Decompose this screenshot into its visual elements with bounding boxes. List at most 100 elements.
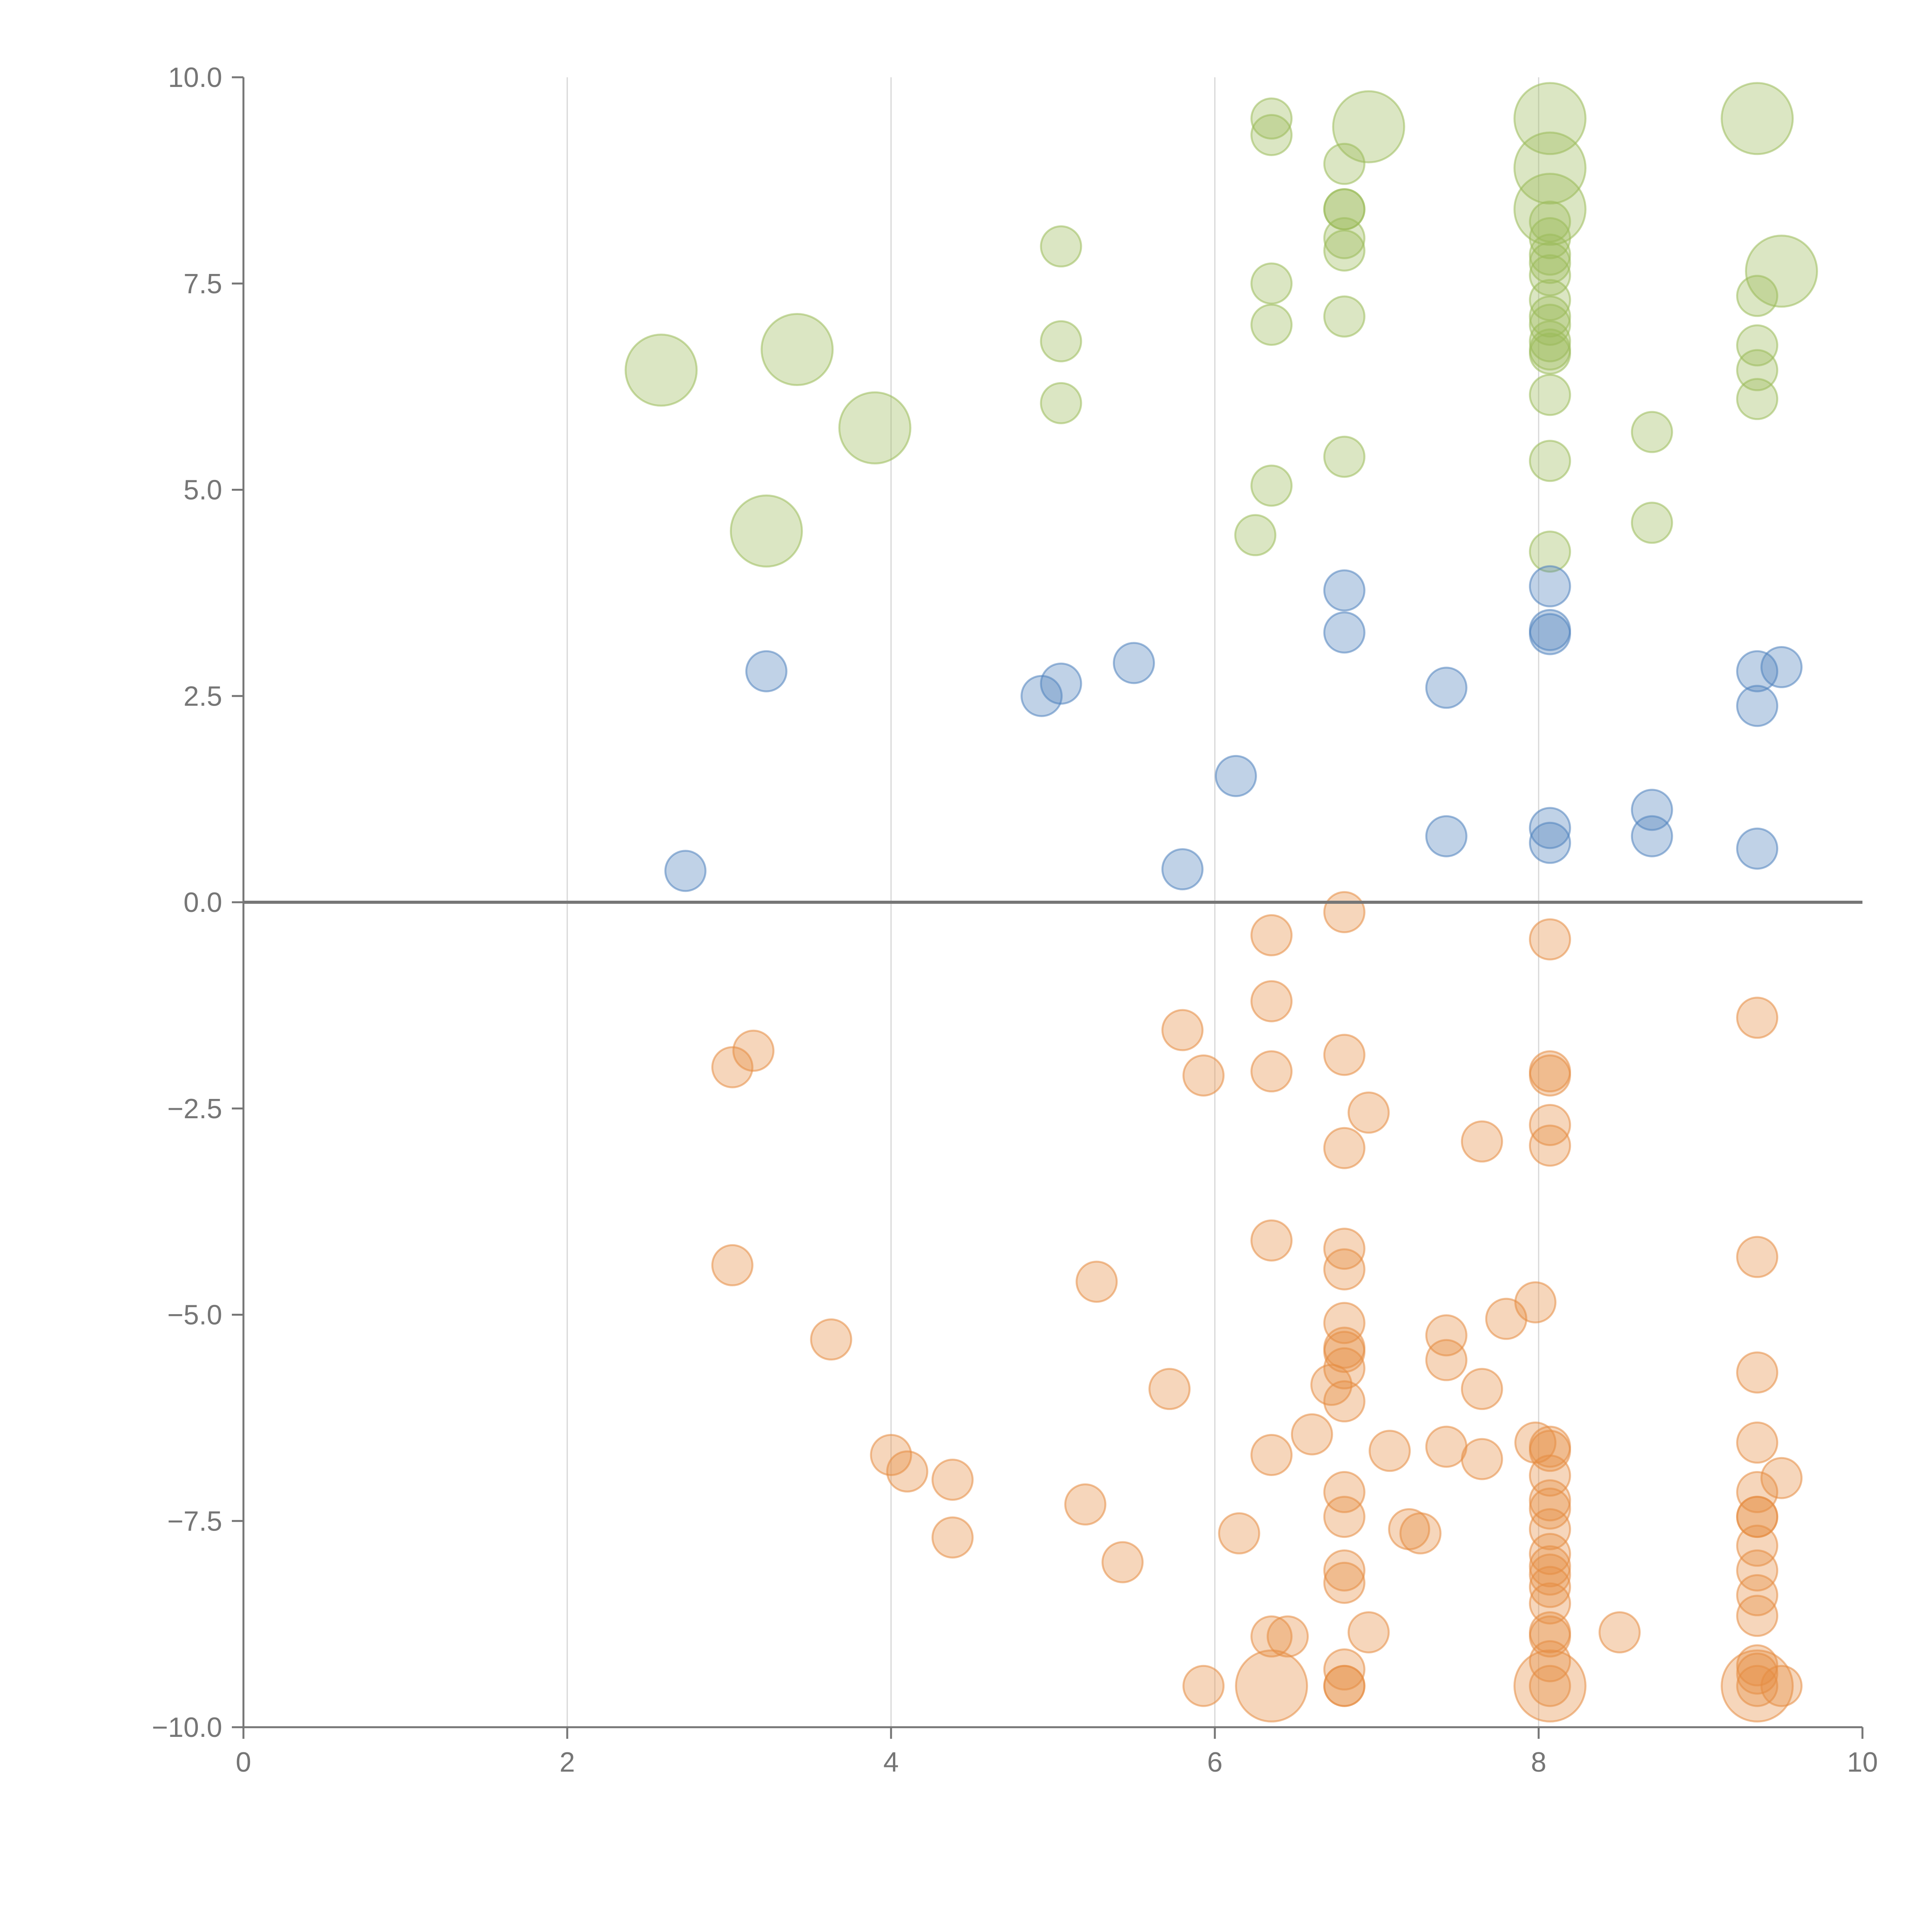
data-point xyxy=(1250,1050,1293,1093)
data-point xyxy=(1323,188,1366,231)
data-point xyxy=(1599,1611,1641,1653)
data-point xyxy=(730,494,803,568)
data-point xyxy=(1721,82,1794,155)
y-tick-label: −7.5 xyxy=(167,1506,222,1537)
data-point xyxy=(886,1450,929,1493)
data-point xyxy=(1250,97,1293,140)
data-point xyxy=(1323,569,1366,612)
x-tick-label: 0 xyxy=(236,1747,251,1778)
data-point xyxy=(1323,891,1366,934)
data-point xyxy=(711,1046,753,1088)
data-point xyxy=(1323,1347,1366,1389)
data-points xyxy=(624,82,1818,1723)
y-tick-label: 7.5 xyxy=(184,269,222,299)
data-point xyxy=(1040,662,1082,705)
y-tick-label: 10.0 xyxy=(168,62,222,93)
data-point xyxy=(1760,1457,1803,1499)
data-point xyxy=(664,850,707,892)
data-point xyxy=(1736,349,1779,391)
data-point xyxy=(711,1244,753,1286)
data-point xyxy=(1040,382,1082,424)
data-point xyxy=(1064,1483,1107,1526)
data-point xyxy=(1323,229,1366,272)
data-point xyxy=(1736,1595,1779,1637)
data-point xyxy=(1323,1648,1366,1691)
data-point xyxy=(1250,114,1293,156)
data-point xyxy=(1323,1127,1366,1169)
data-point xyxy=(1513,131,1587,205)
data-point xyxy=(1234,514,1277,556)
data-point xyxy=(1323,1302,1366,1344)
data-point xyxy=(1529,1582,1571,1625)
data-point xyxy=(1323,1471,1366,1514)
data-point xyxy=(1529,440,1571,482)
data-point xyxy=(1631,815,1673,857)
data-point xyxy=(1736,1421,1779,1464)
data-point xyxy=(1425,815,1468,857)
data-point xyxy=(1529,1553,1571,1596)
data-point xyxy=(1323,217,1366,259)
data-point xyxy=(1736,1549,1779,1592)
tick-labels: 0 2 4 6 8 10 −10.0 −7.5 −5.0 −2.5 0.0 2.5 5.0 7.5 10.0 xyxy=(152,62,1878,1778)
data-point xyxy=(1214,755,1257,797)
data-point xyxy=(1745,235,1818,308)
data-point xyxy=(1760,646,1803,689)
data-point xyxy=(1323,611,1366,654)
data-point xyxy=(838,391,912,464)
data-point xyxy=(1399,1512,1442,1554)
x-tick-label: 4 xyxy=(883,1747,899,1778)
data-point xyxy=(1250,304,1293,346)
x-tick-label: 10 xyxy=(1847,1747,1878,1778)
y-tick-label: 0.0 xyxy=(184,887,222,918)
data-point xyxy=(1631,502,1673,544)
data-point xyxy=(1529,1566,1571,1608)
data-point xyxy=(1736,275,1779,317)
y-tick-label: −2.5 xyxy=(167,1094,222,1124)
data-point xyxy=(1760,1665,1803,1707)
data-point xyxy=(1323,1665,1366,1707)
data-point xyxy=(1461,1438,1503,1480)
data-point xyxy=(1323,143,1366,185)
data-point xyxy=(1529,1054,1571,1097)
data-point xyxy=(1736,378,1779,420)
data-point xyxy=(1267,1615,1309,1658)
data-point xyxy=(1721,1649,1794,1723)
data-point xyxy=(810,1318,852,1361)
y-tick-label: −10.0 xyxy=(152,1712,222,1743)
data-point xyxy=(1529,807,1571,849)
data-point xyxy=(931,1516,974,1559)
data-point xyxy=(1323,1331,1366,1373)
data-point xyxy=(1040,320,1082,362)
data-point xyxy=(1369,1430,1411,1472)
data-point xyxy=(1161,848,1204,891)
data-point xyxy=(1736,827,1779,870)
data-point xyxy=(1250,464,1293,507)
data-point xyxy=(1529,254,1571,296)
data-point xyxy=(1425,667,1468,709)
data-point xyxy=(1182,1054,1225,1097)
axes xyxy=(232,76,1864,1739)
data-point xyxy=(745,650,787,692)
x-tick-label: 2 xyxy=(560,1747,575,1778)
data-point xyxy=(1323,1549,1366,1592)
data-point xyxy=(1529,304,1571,346)
data-point xyxy=(1514,1281,1557,1323)
data-point xyxy=(1736,997,1779,1039)
data-point xyxy=(1736,685,1779,727)
data-point xyxy=(1323,1561,1366,1604)
data-point xyxy=(1529,242,1571,284)
data-point xyxy=(1425,1339,1468,1381)
data-point xyxy=(1529,201,1571,243)
data-point xyxy=(1040,225,1082,268)
y-tick-label: 2.5 xyxy=(184,681,222,712)
data-point xyxy=(1425,1425,1468,1468)
data-point xyxy=(931,1459,974,1501)
data-point xyxy=(1736,324,1779,367)
data-point xyxy=(624,333,698,407)
data-point xyxy=(1323,1380,1366,1423)
data-point xyxy=(1323,295,1366,338)
data-point xyxy=(1529,1454,1571,1497)
data-point xyxy=(1250,1219,1293,1262)
data-point xyxy=(1075,1260,1118,1303)
